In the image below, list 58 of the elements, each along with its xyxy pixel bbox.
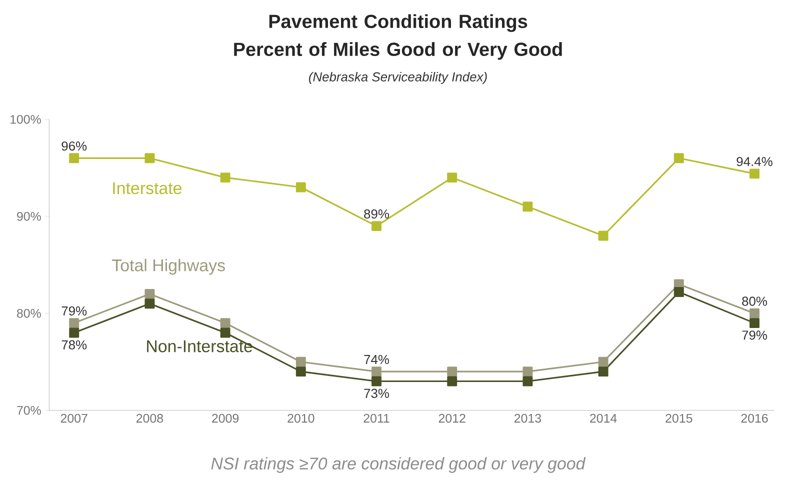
series-label: Non-Interstate (147, 340, 252, 352)
point (220, 172, 230, 183)
point (598, 230, 608, 241)
point (69, 153, 80, 164)
data-label: 79% (742, 330, 767, 340)
point (296, 182, 306, 192)
point (69, 318, 80, 328)
y-tick-label: 100% (10, 114, 41, 124)
data-label: 94.4% (736, 156, 772, 166)
x-tick-label: 2012 (438, 414, 466, 423)
series-label: Total Highways (112, 258, 225, 275)
point (220, 328, 230, 338)
data-label: 80% (742, 296, 767, 306)
data-label: 89% (364, 209, 389, 219)
x-tick-label: 2011 (364, 414, 390, 423)
point (69, 328, 80, 338)
data-label: 96% (62, 141, 87, 151)
point (220, 318, 230, 328)
point (750, 318, 760, 328)
point (372, 221, 382, 232)
point (372, 366, 382, 377)
point (144, 298, 155, 309)
text: NSI ratings ≥70 are considered good or very good (211, 457, 586, 473)
point (750, 168, 760, 179)
x-tick-label: 2016 (741, 414, 768, 423)
point (522, 366, 533, 377)
x-tick-label: 2013 (514, 414, 541, 423)
point (522, 376, 533, 386)
x-tick-label: 2008 (136, 414, 164, 423)
point (750, 308, 760, 318)
y-tick-label: 70% (17, 406, 41, 415)
point (144, 153, 155, 164)
data-label: 79% (62, 306, 87, 316)
point (447, 376, 458, 386)
point (372, 376, 382, 386)
data-label: 78% (62, 340, 87, 350)
x-tick-label: 2009 (212, 414, 239, 423)
x-tick-label: 2007 (60, 414, 88, 423)
chart-title: Pavement Condition Ratings Percent of Miles Good or Very Good (234, 14, 562, 60)
data-label: 73% (364, 388, 389, 398)
point (447, 366, 458, 377)
y-tick-label: 90% (17, 212, 41, 221)
point (522, 202, 533, 212)
x-tick-label: 2015 (666, 414, 692, 423)
point (296, 356, 306, 367)
data-label: 74% (364, 354, 389, 364)
point (598, 366, 608, 377)
y-tick-label: 80% (17, 308, 41, 318)
point (447, 172, 458, 183)
chart-subtitle: (Nebraska Serviceability Index) (309, 72, 487, 84)
point (674, 287, 684, 297)
point (598, 356, 608, 367)
point (674, 153, 684, 164)
point (296, 366, 306, 377)
x-tick-label: 2010 (288, 414, 314, 423)
point (144, 288, 155, 299)
series-label: Interstate (113, 182, 182, 194)
x-tick-label: 2014 (590, 414, 617, 423)
